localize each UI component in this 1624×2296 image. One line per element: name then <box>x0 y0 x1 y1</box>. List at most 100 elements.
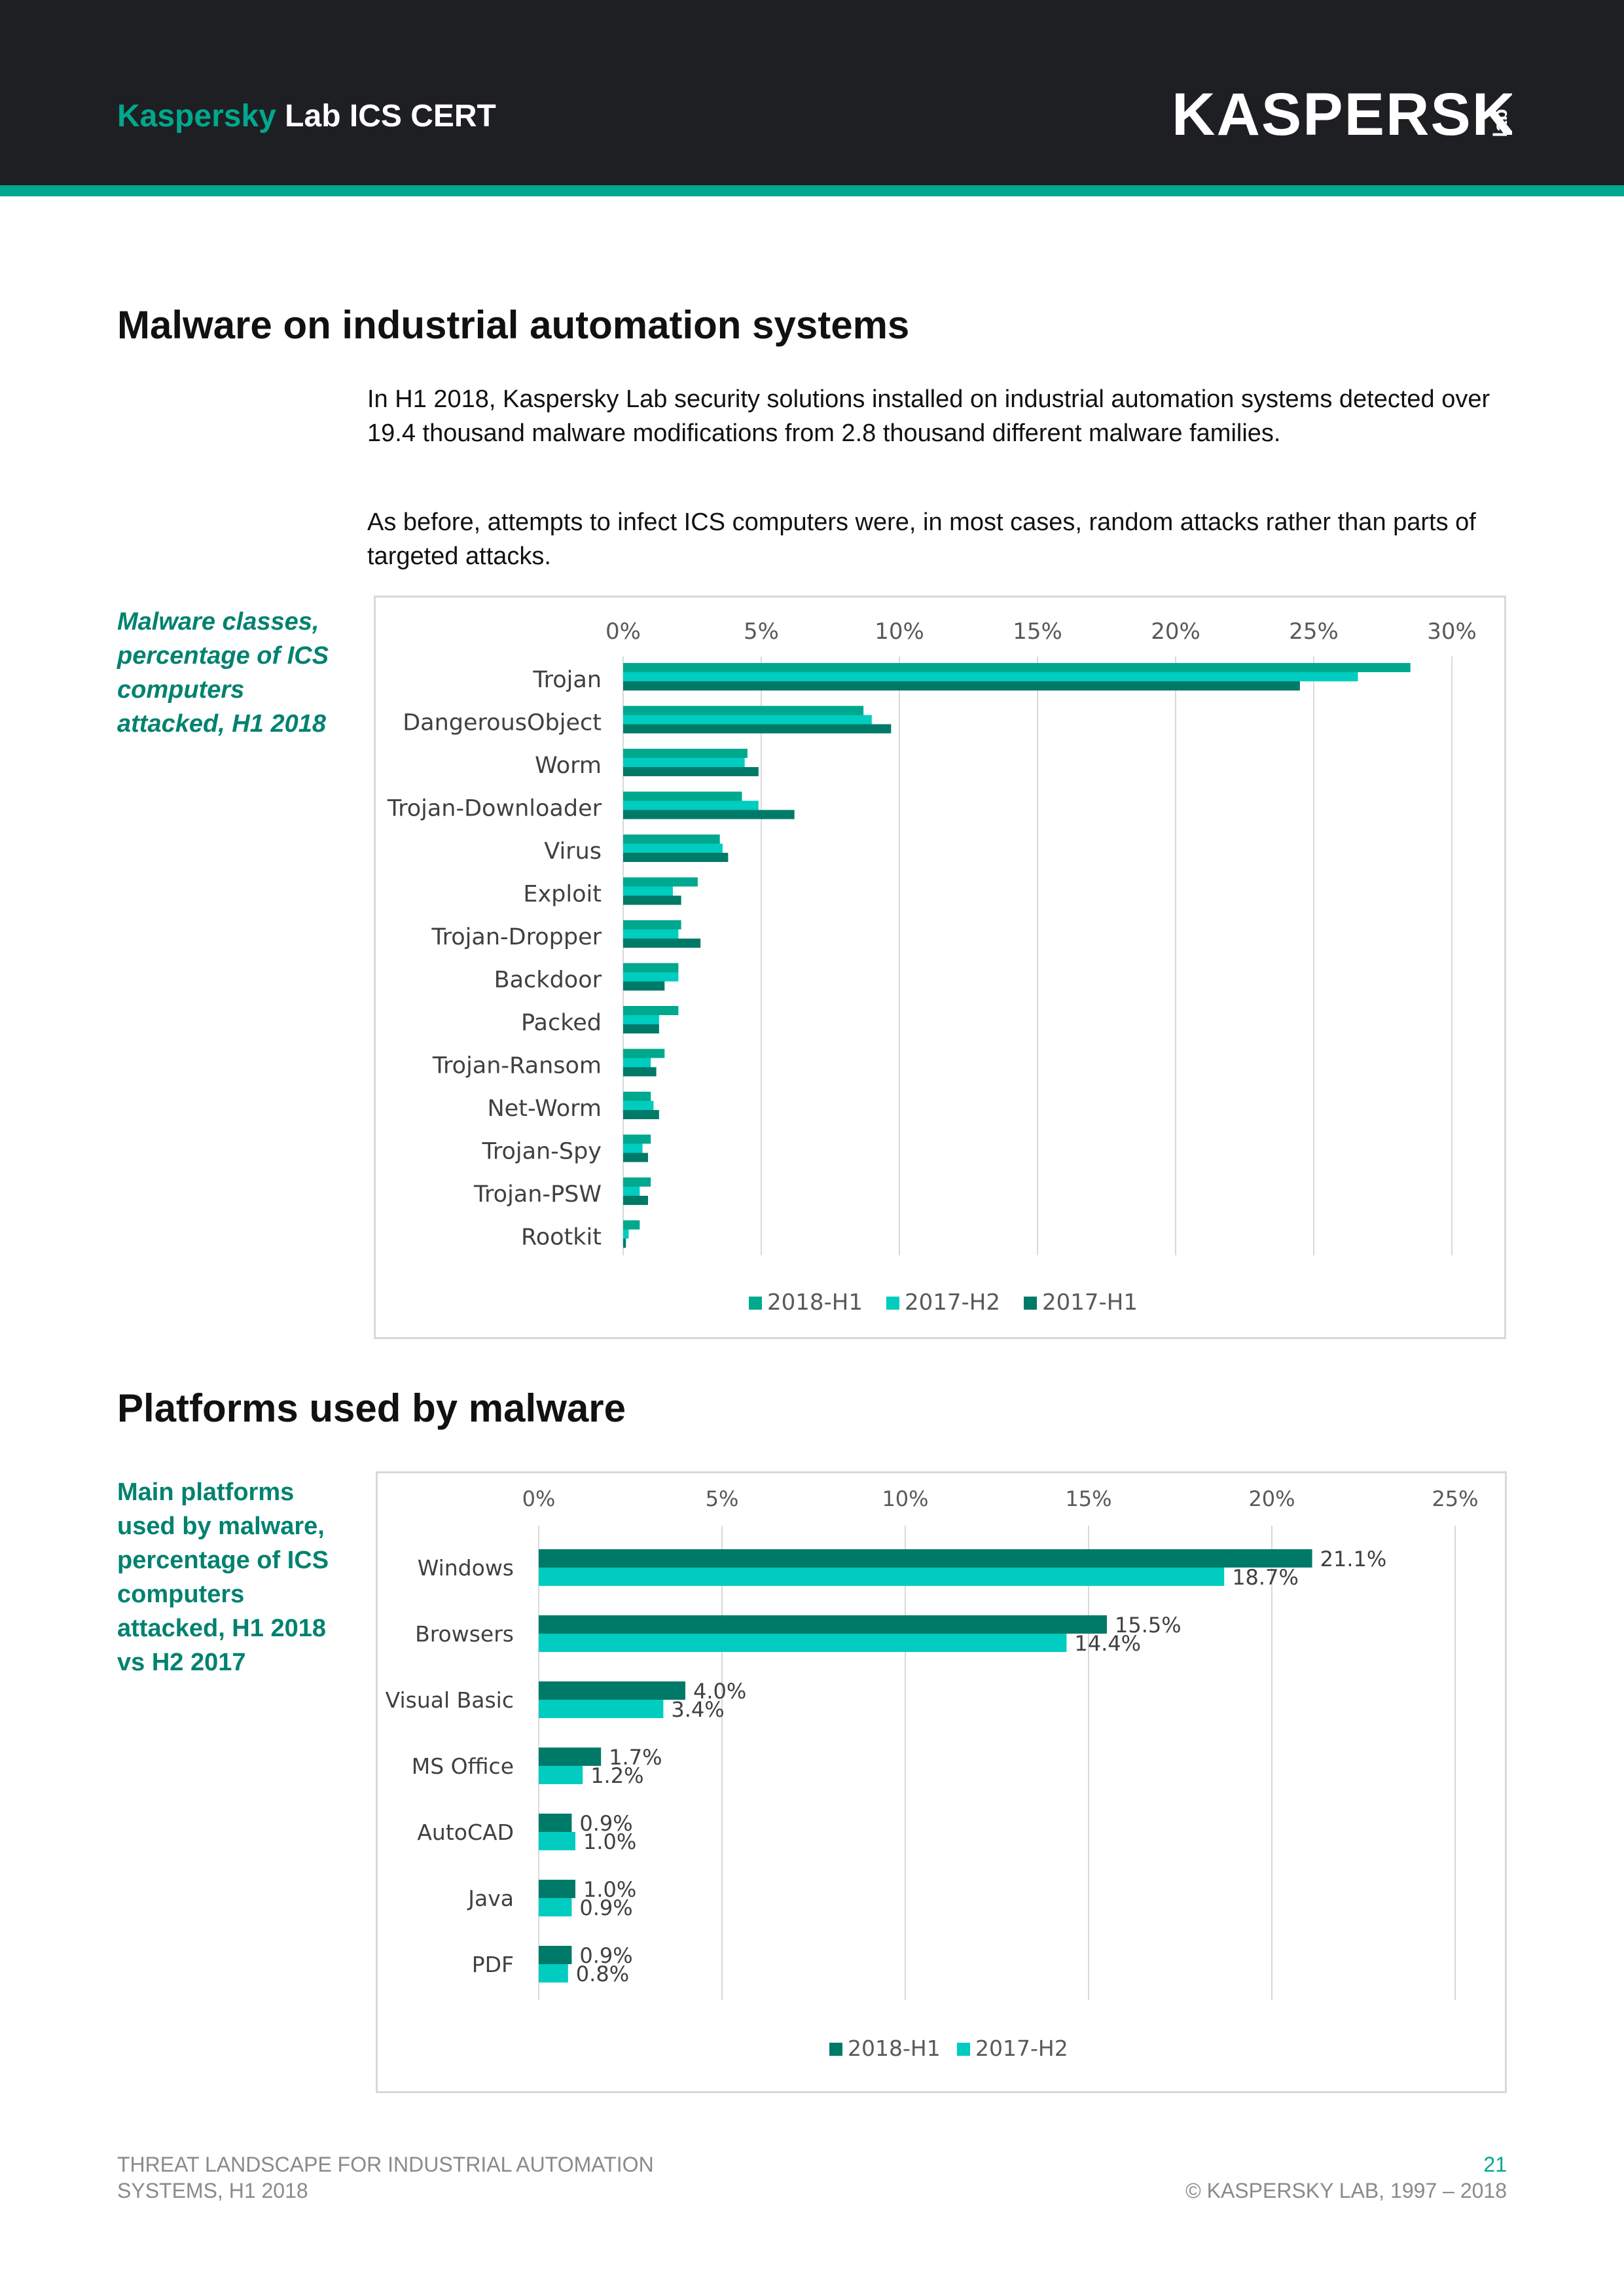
bar <box>623 749 748 758</box>
bar <box>539 1634 1067 1652</box>
category-label: Visual Basic <box>386 1687 514 1713</box>
bar <box>539 1766 583 1784</box>
bar <box>623 791 742 801</box>
chart2-caption: Main platforms used by malware, percenta… <box>117 1479 329 1676</box>
bar <box>539 1549 1312 1568</box>
section-title-platforms: Platforms used by malware <box>117 1386 626 1430</box>
x-tick-label: 20% <box>1248 1486 1295 1511</box>
category-label: Exploit <box>523 882 602 908</box>
bar <box>623 672 1358 681</box>
brand-rest: Lab ICS CERT <box>276 99 496 134</box>
bar <box>623 1177 651 1187</box>
bar <box>623 1101 654 1110</box>
bar <box>623 800 759 810</box>
category-label: Windows <box>418 1555 514 1581</box>
data-label: 1.7% <box>609 1745 662 1770</box>
bar <box>623 715 872 725</box>
bar <box>539 1898 572 1916</box>
logo-sub: lab <box>1490 109 1511 137</box>
data-label: 14.4% <box>1074 1631 1141 1656</box>
legend-label: 2017-H2 <box>975 2036 1068 2061</box>
bar <box>539 1568 1225 1586</box>
legend-label: 2017-H1 <box>1042 1289 1138 1316</box>
category-label: Trojan-Downloader <box>387 796 602 822</box>
category-label: MS Office <box>412 1753 514 1779</box>
bar <box>623 981 665 991</box>
x-tick-label: 25% <box>1432 1486 1478 1511</box>
legend-swatch <box>829 2043 842 2056</box>
bar <box>623 1015 659 1024</box>
bar <box>623 886 673 896</box>
x-tick-label: 25% <box>1289 619 1339 645</box>
bar <box>623 1153 648 1162</box>
data-label: 1.2% <box>590 1763 643 1788</box>
footer-line-2: SYSTEMS, H1 2018 <box>117 2179 308 2202</box>
category-label: Backdoor <box>494 967 602 994</box>
category-label: Trojan-Spy <box>482 1139 602 1165</box>
bar <box>623 1092 651 1101</box>
x-tick-label: 5% <box>706 1486 739 1511</box>
category-label: Trojan-Ransom <box>432 1053 602 1079</box>
bar <box>623 724 892 734</box>
bar <box>623 1067 657 1077</box>
brand-title: Kaspersky Lab ICS CERT <box>117 98 496 134</box>
category-label: Trojan-Dropper <box>431 924 602 950</box>
platforms-chart: 0% 5% 10% 15% 20% 25% Windows 21.1% 18.7% Browser… <box>376 1471 1507 2093</box>
bar <box>623 1006 679 1015</box>
category-label: DangerousObject <box>403 710 602 736</box>
legend-swatch <box>886 1297 899 1310</box>
bar <box>623 844 723 853</box>
bar <box>623 758 745 767</box>
bar <box>623 1110 659 1119</box>
bar <box>623 1058 651 1067</box>
bar <box>539 1681 685 1700</box>
bar <box>623 810 795 819</box>
data-label: 3.4% <box>671 1697 724 1722</box>
bar <box>539 1700 664 1718</box>
category-label: Trojan <box>532 667 602 693</box>
data-label: 0.9% <box>579 1943 632 1968</box>
data-label: 0.8% <box>576 1962 629 1986</box>
bar <box>539 1964 568 1982</box>
x-tick-label: 5% <box>744 619 779 645</box>
bar <box>623 1220 640 1230</box>
x-tick-label: 15% <box>1065 1486 1111 1511</box>
data-label: 15.5% <box>1115 1613 1182 1638</box>
data-label: 21.1% <box>1320 1547 1387 1571</box>
category-label: AutoCAD <box>417 1820 514 1845</box>
chart1-caption: Malware classes, percentage of ICS compu… <box>117 608 329 738</box>
footer-report-title: THREAT LANDSCAPE FOR INDUSTRIAL AUTOMATI… <box>117 2151 654 2204</box>
section-title-malware: Malware on industrial automation systems <box>117 303 910 347</box>
bar <box>623 681 1300 691</box>
bar <box>539 1832 575 1850</box>
category-label: Virus <box>544 838 602 865</box>
x-tick-label: 10% <box>875 619 924 645</box>
bar <box>623 1187 640 1196</box>
legend-swatch <box>1024 1297 1037 1310</box>
category-label: Browsers <box>415 1621 514 1647</box>
footer-line-1: THREAT LANDSCAPE FOR INDUSTRIAL AUTOMATI… <box>117 2153 654 2176</box>
page-number: 21 <box>1483 2153 1507 2176</box>
data-label: 18.7% <box>1232 1565 1299 1590</box>
bar <box>623 895 681 905</box>
x-tick-label: 10% <box>882 1486 928 1511</box>
category-label: Worm <box>535 753 602 779</box>
bar <box>623 767 759 776</box>
data-label: 1.0% <box>583 1877 636 1902</box>
data-label: 1.0% <box>583 1829 636 1854</box>
x-tick-label: 0% <box>605 619 641 645</box>
bar <box>623 963 679 973</box>
category-label: Java <box>467 1886 514 1911</box>
bar <box>623 929 679 939</box>
legend-label: 2018-H1 <box>767 1289 863 1316</box>
platforms-svg: 0% 5% 10% 15% 20% 25% Windows 21.1% 18.7% Browser… <box>386 1486 1479 2061</box>
intro-paragraph-1: In H1 2018, Kaspersky Lab security solut… <box>367 386 1490 447</box>
bar <box>623 1024 659 1033</box>
bar <box>623 663 1411 672</box>
bar <box>623 1196 648 1205</box>
category-label: Packed <box>521 1010 602 1036</box>
legend-label: 2017-H2 <box>905 1289 1000 1316</box>
bar <box>539 1946 572 1964</box>
bar <box>623 834 720 844</box>
intro-paragraph-2: As before, attempts to infect ICS comput… <box>367 509 1476 570</box>
